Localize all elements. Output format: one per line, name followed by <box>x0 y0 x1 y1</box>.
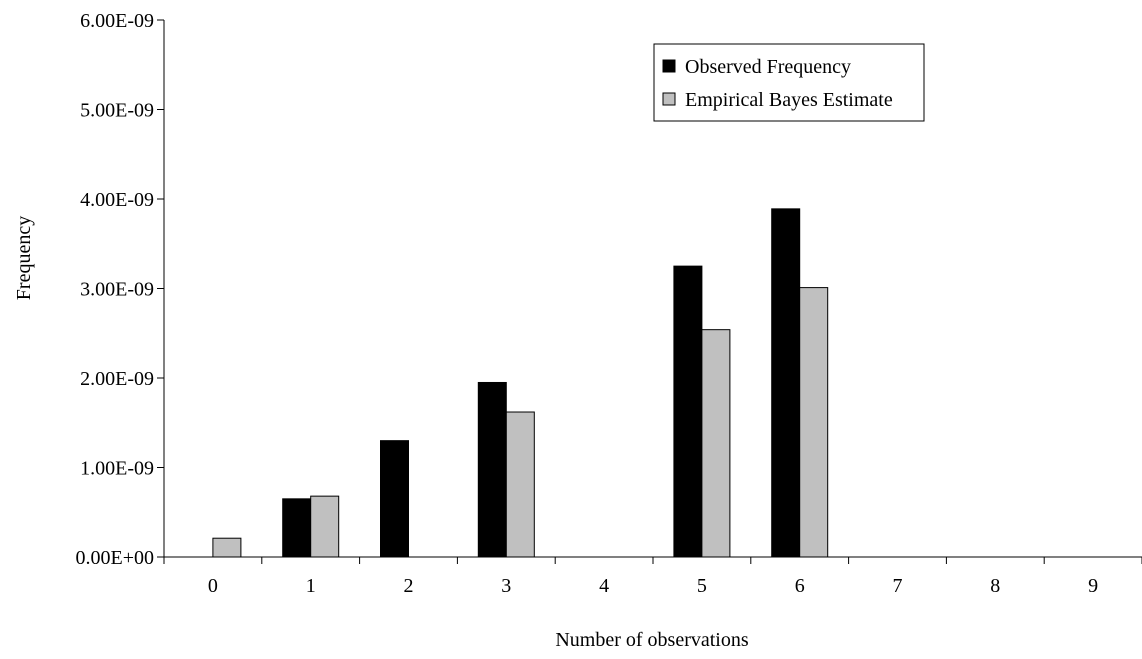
x-tick-label: 1 <box>306 575 316 597</box>
bar-observed-1 <box>282 498 312 558</box>
x-tick-label: 8 <box>990 575 1000 597</box>
y-tick-label: 1.00E-09 <box>80 458 154 480</box>
y-axis-title: Frequency <box>13 216 35 300</box>
legend-box <box>653 43 925 122</box>
x-axis-title: Number of observations <box>555 629 749 651</box>
bar-empirical-bayes-0 <box>212 537 242 558</box>
bar-empirical-bayes-1 <box>310 495 340 558</box>
legend-swatch-observed <box>662 59 676 73</box>
y-tick-label: 4.00E-09 <box>80 189 154 211</box>
y-axis-ticks: 0.00E+00 1.00E-09 2.00E-09 3.00E-09 4.00E-09… <box>76 10 164 569</box>
y-tick-label: 2.00E-09 <box>80 368 154 390</box>
x-tick-label: 9 <box>1088 575 1098 597</box>
bar-empirical-bayes-5 <box>701 329 731 558</box>
legend-label-empirical-bayes: Empirical Bayes Estimate <box>685 89 893 111</box>
x-tick-label: 6 <box>795 575 805 597</box>
bar-observed-5 <box>673 265 703 558</box>
bar-observed-3 <box>477 381 507 558</box>
bars <box>212 208 829 558</box>
bar-observed-2 <box>380 440 409 558</box>
x-tick-label: 7 <box>893 575 903 597</box>
x-axis-ticks: 0 1 2 3 4 5 6 7 8 9 <box>163 557 1142 597</box>
y-tick-label: 3.00E-09 <box>80 279 154 301</box>
legend-swatch-empirical-bayes <box>662 92 676 106</box>
legend: Observed Frequency Empirical Bayes Estim… <box>653 43 925 122</box>
x-tick-label: 4 <box>599 575 609 597</box>
x-tick-label: 5 <box>697 575 707 597</box>
bar-observed-6 <box>771 208 801 558</box>
legend-label-observed: Observed Frequency <box>685 56 851 78</box>
x-tick-label: 0 <box>208 575 218 597</box>
y-tick-label: 5.00E-09 <box>80 100 154 122</box>
bar-empirical-bayes-3 <box>505 411 535 558</box>
x-tick-label: 2 <box>404 575 414 597</box>
y-tick-label: 0.00E+00 <box>76 547 155 569</box>
y-tick-label: 6.00E-09 <box>80 10 154 32</box>
bar-empirical-bayes-6 <box>799 287 829 558</box>
x-tick-label: 3 <box>501 575 511 597</box>
